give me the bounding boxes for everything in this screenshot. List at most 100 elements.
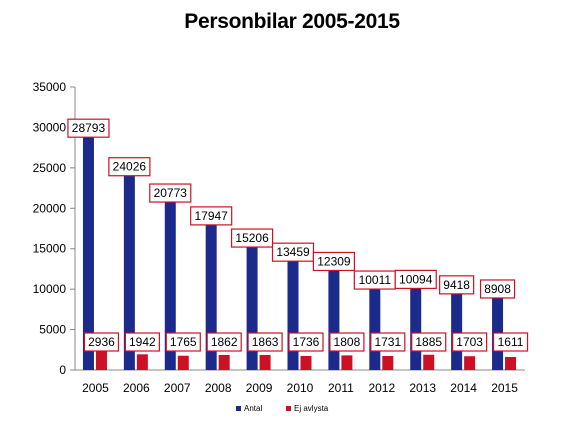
x-tick-label: 2015 (491, 381, 518, 395)
data-label-antal-2007: 20773 (149, 183, 192, 203)
bar-antal-2007 (164, 202, 176, 370)
x-tick-label: 2006 (123, 381, 150, 395)
bar-antal-2014 (451, 293, 463, 370)
data-label-text: 10011 (359, 273, 392, 287)
data-label-box (67, 118, 110, 138)
data-label-antal-2013: 10094 (394, 269, 437, 289)
bar-ej-avlysta-2006 (136, 354, 148, 370)
data-label-antal-2008: 17947 (190, 206, 233, 226)
bar-ej-avlysta-2015 (505, 356, 517, 370)
bar-antal-2005 (82, 137, 94, 370)
data-label-box (247, 332, 283, 352)
data-label-text: 13459 (276, 245, 310, 259)
bar-ej-avlysta-2005 (95, 346, 107, 370)
data-label-text: 10094 (399, 272, 433, 286)
chart-title: Personbilar 2005-2015 (184, 10, 400, 33)
legend-item-ej-avlysta: Ej avlysta (286, 404, 329, 413)
y-axis-ticks: 0 5000 10000 15000 20000 25000 30000 35000 (33, 80, 75, 377)
x-tick-label: 2012 (368, 381, 395, 395)
data-label-ej-avlysta-2008: 1862 (206, 332, 242, 352)
y-tick-label: 25000 (33, 161, 67, 175)
data-label-box (149, 183, 192, 203)
data-label-box (312, 251, 356, 272)
x-axis-ticks: 2005 2006 2007 2008 2009 2010 2011 2012 2013 2014… (82, 381, 518, 395)
data-label-text: 1611 (498, 335, 524, 349)
data-label-antal-2005: 28793 (67, 118, 110, 138)
legend: Antal Ej avlysta (236, 404, 329, 413)
y-tick-label: 0 (59, 363, 66, 377)
data-label-text: 1703 (456, 335, 483, 349)
x-tick-label: 2013 (409, 381, 436, 395)
x-tick-label: 2014 (450, 381, 477, 395)
bar-ej-avlysta-2012 (382, 356, 394, 370)
data-label-antal-2015: 8908 (479, 279, 516, 299)
data-label-box (439, 275, 475, 295)
data-label-ej-avlysta-2015: 1611 (492, 332, 529, 352)
data-label-box (83, 332, 120, 352)
bar-ej-avlysta-2007 (177, 355, 189, 370)
data-label-ej-avlysta-2005: 2936 (83, 332, 120, 352)
bar-antal-2012 (369, 289, 381, 370)
data-label-text: 1731 (374, 335, 401, 349)
data-label-antal-2010: 13459 (271, 242, 315, 262)
x-tick-label: 2007 (164, 381, 191, 395)
bar-antal-2013 (410, 288, 422, 370)
data-label-text: 1942 (129, 335, 156, 349)
data-label-box (124, 332, 160, 352)
data-label-box (411, 332, 447, 352)
data-label-box (108, 157, 151, 177)
legend-item-antal: Antal (236, 404, 262, 413)
bar-antal-2010 (287, 261, 299, 370)
data-label-text: 1862 (211, 335, 238, 349)
data-label-text: 20773 (154, 186, 188, 200)
legend-swatch (236, 406, 241, 411)
bar-ej-avlysta-2009 (259, 354, 271, 370)
data-label-text: 9418 (443, 278, 470, 292)
data-label-ej-avlysta-2014: 1703 (452, 332, 488, 352)
y-tick-label: 30000 (33, 120, 67, 134)
data-label-box (288, 332, 324, 352)
data-label-antal-2006: 24026 (108, 157, 151, 177)
data-labels: 28793 2936 24026 1942 20773 1765 17947 1862 1520… (67, 118, 529, 352)
data-label-antal-2009: 15206 (230, 228, 274, 248)
bar-antal-2009 (246, 247, 258, 370)
legend-label: Ej avlysta (294, 404, 329, 413)
y-tick-label: 20000 (33, 201, 67, 215)
y-tick-label: 15000 (33, 242, 67, 256)
data-label-text: 8908 (484, 282, 511, 296)
data-label-ej-avlysta-2013: 1885 (411, 332, 447, 352)
data-label-text: 17947 (194, 209, 228, 223)
data-label-antal-2011: 12309 (312, 251, 356, 272)
data-label-box (329, 332, 365, 352)
data-label-box (452, 332, 488, 352)
bar-ej-avlysta-2014 (464, 356, 476, 370)
data-label-ej-avlysta-2012: 1731 (370, 332, 406, 352)
data-label-text: 1736 (293, 335, 320, 349)
bar-ej-avlysta-2011 (341, 355, 353, 370)
data-label-box (394, 269, 437, 289)
x-tick-label: 2011 (328, 381, 354, 395)
legend-swatch (286, 406, 291, 411)
data-label-text: 15206 (235, 231, 269, 245)
data-label-text: 1808 (334, 335, 361, 349)
x-tick-label: 2009 (246, 381, 273, 395)
bar-ej-avlysta-2013 (423, 354, 435, 370)
legend-label: Antal (244, 404, 262, 413)
data-label-text: 2936 (88, 335, 115, 349)
y-tick-label: 35000 (33, 80, 67, 94)
data-label-box (479, 279, 516, 299)
data-label-box (190, 206, 233, 226)
data-label-antal-2014: 9418 (439, 275, 475, 295)
data-label-ej-avlysta-2011: 1808 (329, 332, 365, 352)
data-label-ej-avlysta-2006: 1942 (124, 332, 160, 352)
data-label-text: 24026 (113, 160, 147, 174)
data-label-box (370, 332, 406, 352)
data-label-text: 28793 (72, 121, 106, 135)
x-tick-label: 2005 (82, 381, 109, 395)
y-tick-label: 10000 (33, 282, 67, 296)
data-label-text: 12309 (317, 254, 351, 268)
bar-ej-avlysta-2010 (300, 355, 312, 370)
bar-ej-avlysta-2008 (218, 354, 230, 370)
data-label-ej-avlysta-2007: 1765 (165, 332, 201, 352)
